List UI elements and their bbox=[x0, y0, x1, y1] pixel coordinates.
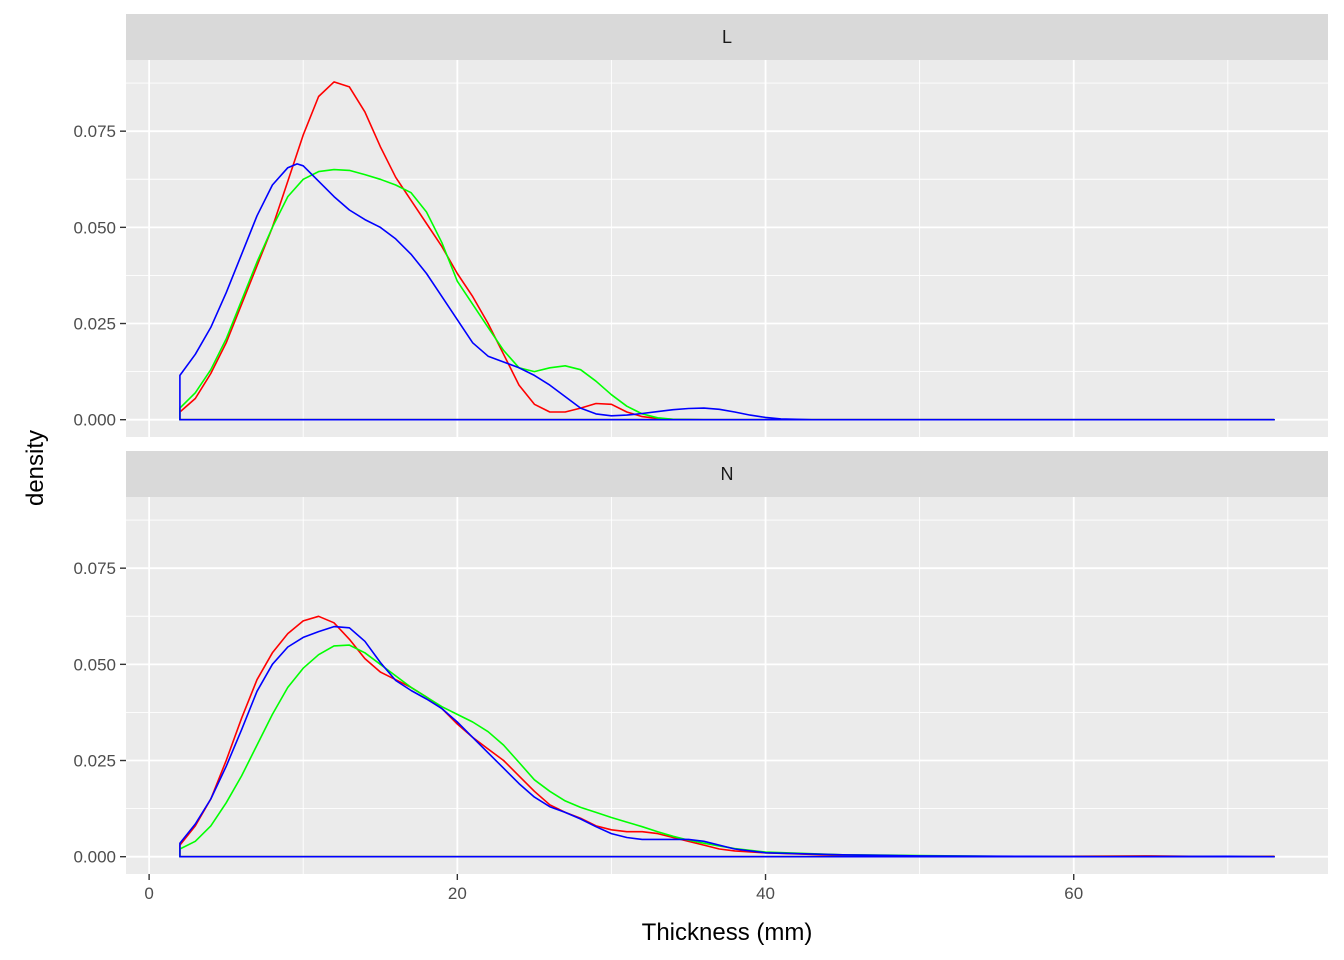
y-tick-label: 0.050 bbox=[73, 655, 116, 674]
facet-panel-n: N 0.000 0.025 0.050 0.075 bbox=[73, 451, 1328, 874]
y-tick-label: 0.025 bbox=[73, 752, 116, 771]
facet-strip-label: L bbox=[722, 27, 732, 47]
y-tick-label: 0.000 bbox=[73, 411, 116, 430]
x-tick-label: 20 bbox=[448, 884, 467, 903]
x-tick-label: 0 bbox=[144, 884, 153, 903]
x-axis: 0 20 40 60 bbox=[144, 874, 1083, 903]
y-tick-label: 0.050 bbox=[73, 218, 116, 237]
y-tick-label: 0.025 bbox=[73, 315, 116, 334]
y-tick-label: 0.075 bbox=[73, 122, 116, 141]
plot-panel bbox=[126, 60, 1328, 437]
plot-panel bbox=[126, 497, 1328, 874]
facet-strip-label: N bbox=[721, 464, 734, 484]
y-tick-label: 0.075 bbox=[73, 559, 116, 578]
y-tick-label: 0.000 bbox=[73, 848, 116, 867]
density-line-3 bbox=[179, 625, 1275, 858]
density-line-3 bbox=[179, 163, 1275, 421]
facet-strip bbox=[126, 14, 1328, 60]
x-tick-label: 60 bbox=[1064, 884, 1083, 903]
x-tick-label: 40 bbox=[756, 884, 775, 903]
facet-panel-l: L 0.000 0.025 0.050 0.075 bbox=[73, 14, 1328, 437]
facet-strip bbox=[126, 451, 1328, 497]
density-line-2 bbox=[179, 168, 1275, 421]
y-axis-title: density bbox=[22, 430, 49, 506]
x-axis-title: Thickness (mm) bbox=[642, 919, 813, 946]
